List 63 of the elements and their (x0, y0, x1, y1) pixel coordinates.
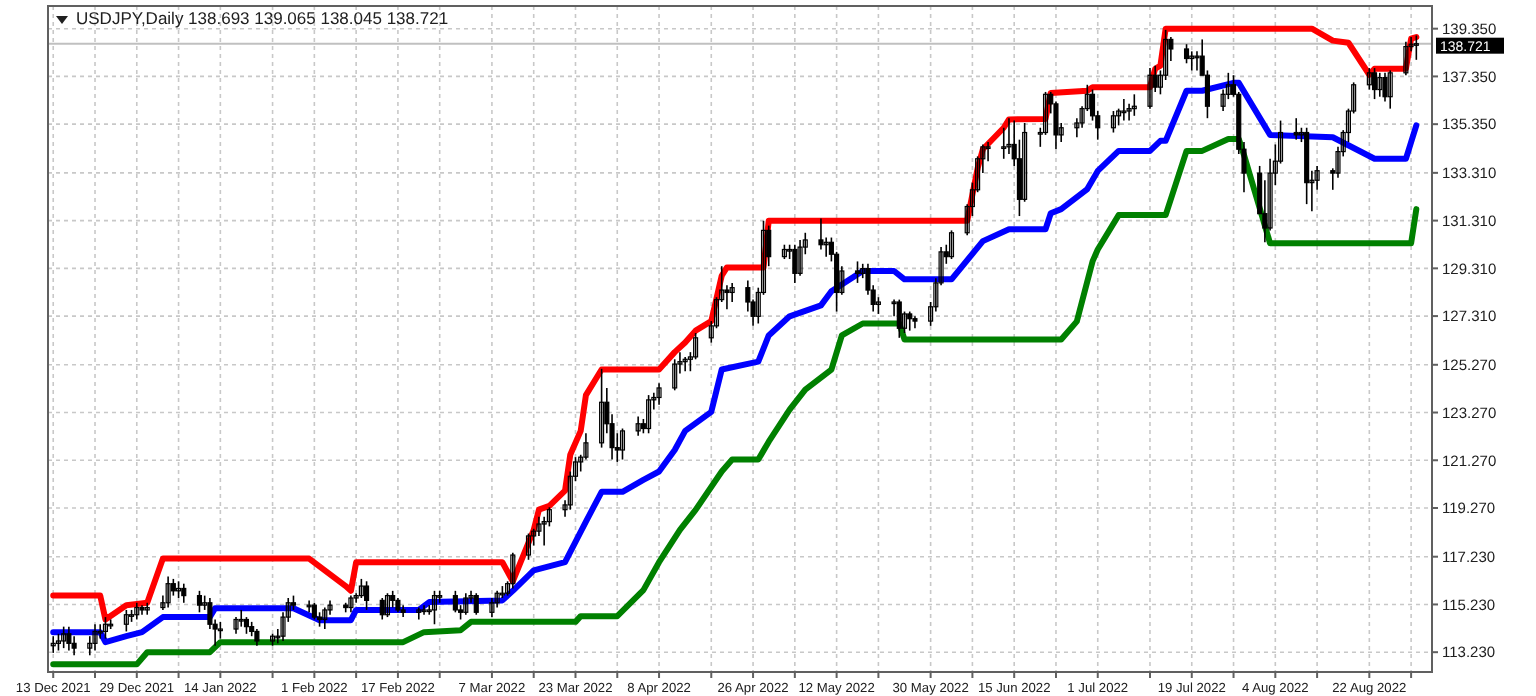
candlestick (599, 368, 605, 449)
candlestick (797, 239, 803, 277)
candlestick (1163, 29, 1169, 81)
candlestick (907, 310, 913, 332)
candlestick (92, 623, 98, 652)
candlestick (463, 592, 469, 616)
candlestick (1403, 41, 1409, 77)
candlestick (473, 592, 479, 616)
candlestick (896, 298, 902, 339)
candlestick (66, 625, 72, 652)
candlestick (489, 597, 495, 618)
candlestick (635, 415, 641, 437)
candlestick (1022, 122, 1028, 203)
candlestick (1053, 100, 1059, 151)
candlestick (71, 635, 77, 657)
candlestick (510, 551, 516, 590)
candlestick (1042, 91, 1049, 136)
candlestick (1147, 67, 1153, 110)
candlestick (1293, 117, 1299, 141)
candlestick (1110, 110, 1116, 134)
candlestick (1413, 34, 1419, 61)
candlestick (792, 243, 798, 284)
candlestick (181, 582, 187, 604)
candlestick (358, 578, 364, 599)
candlestick (1183, 43, 1190, 65)
candlestick (322, 606, 328, 630)
candlestick (102, 616, 109, 640)
candlestick (948, 229, 955, 260)
candlestick (854, 260, 861, 284)
candlestick (1377, 72, 1383, 98)
candlestick (196, 590, 203, 614)
candlestick (431, 590, 438, 626)
candlestick (123, 609, 129, 633)
candlestick (61, 625, 67, 649)
candlestick (494, 590, 500, 609)
candlestick (1387, 69, 1393, 110)
candlestick (646, 394, 652, 435)
candlestick (1382, 72, 1388, 103)
candlestick (619, 427, 626, 461)
candlestick (452, 590, 458, 614)
candlestick (1001, 126, 1007, 160)
candlestick (729, 282, 735, 303)
candlestick (165, 575, 171, 609)
candlestick (238, 609, 244, 628)
chart-title: USDJPY,Daily 138.693 139.065 138.045 138.721 (76, 8, 449, 28)
candlestick (693, 332, 699, 361)
candlestick (1121, 98, 1127, 122)
candlestick (233, 616, 239, 635)
candlestick (1366, 67, 1372, 91)
candlestick (384, 592, 391, 618)
candlestick (364, 580, 370, 611)
candlestick (134, 601, 140, 621)
candlestick (1189, 50, 1195, 72)
candlestick (672, 358, 678, 392)
candlestick (536, 516, 542, 537)
candlestick (525, 532, 532, 561)
candlestick (656, 382, 662, 406)
candlestick (421, 604, 427, 616)
candlestick (348, 594, 354, 614)
candlestick (379, 597, 385, 621)
candlestick (1371, 67, 1378, 100)
candlestick (144, 601, 150, 616)
candlestick (818, 217, 824, 251)
